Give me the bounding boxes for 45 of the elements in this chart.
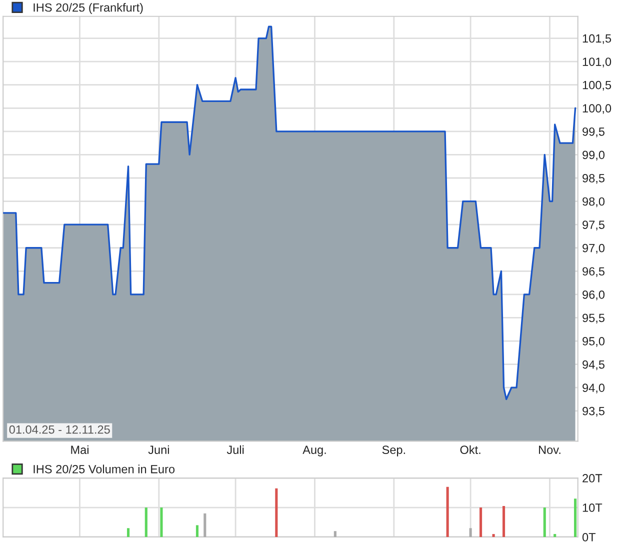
bar xyxy=(554,534,556,537)
y-tick-label: 94,0 xyxy=(582,384,605,394)
y-tick-label: 100,0 xyxy=(582,104,612,114)
bar xyxy=(469,528,472,537)
y-tick-label: 101,0 xyxy=(582,58,612,68)
bar xyxy=(126,528,130,537)
y-tick-label: 0T xyxy=(582,533,596,542)
annotation: 01.04.25 - 12.11.25 xyxy=(9,425,110,434)
bar xyxy=(502,506,506,537)
y-tick-label: 94,5 xyxy=(582,360,604,370)
y-tick-label: 96,5 xyxy=(582,267,604,277)
y-tick-label: 10T xyxy=(582,504,602,512)
bar xyxy=(204,513,206,537)
y-tick-label: 97,5 xyxy=(582,220,604,230)
x-tick-label: Okt. xyxy=(460,445,480,454)
bar xyxy=(492,534,495,537)
y-tick-label: 95,5 xyxy=(582,314,604,324)
y-tick-label: 93,5 xyxy=(582,406,604,417)
bar xyxy=(446,486,449,537)
y-tick-label: 20T xyxy=(582,474,602,482)
x-tick-label: Sep. xyxy=(382,446,405,456)
x-tick-label: Juni xyxy=(148,445,169,454)
bar xyxy=(543,508,546,537)
y-tick-label: 101,5 xyxy=(582,34,612,44)
x-tick-label: Aug. xyxy=(302,446,326,456)
y-tick-label: 97,0 xyxy=(582,244,605,254)
y-tick-label: 95,0 xyxy=(582,337,605,347)
x-tick-label: Mai xyxy=(71,445,88,454)
y-tick-label: 99,0 xyxy=(582,150,605,161)
bar xyxy=(196,525,199,537)
x-tick-label: Nov. xyxy=(539,446,560,454)
bar xyxy=(574,498,577,537)
y-tick-label: 96,0 xyxy=(582,290,605,300)
legend-label: IHS 20/25 Volumen in Euro xyxy=(34,464,175,474)
x-tick-label: Juli xyxy=(226,445,244,454)
y-tick-label: 98,0 xyxy=(582,197,605,208)
bar xyxy=(334,531,336,537)
bar xyxy=(144,508,148,537)
y-tick-label: 99,5 xyxy=(582,127,604,138)
y-tick-label: 98,5 xyxy=(582,174,604,184)
bar xyxy=(275,488,278,537)
legend-label: IHS 20/25 (Frankfurt) xyxy=(34,3,143,14)
bar xyxy=(160,508,163,537)
bar xyxy=(479,508,482,537)
y-tick-label: 100,5 xyxy=(582,80,612,91)
